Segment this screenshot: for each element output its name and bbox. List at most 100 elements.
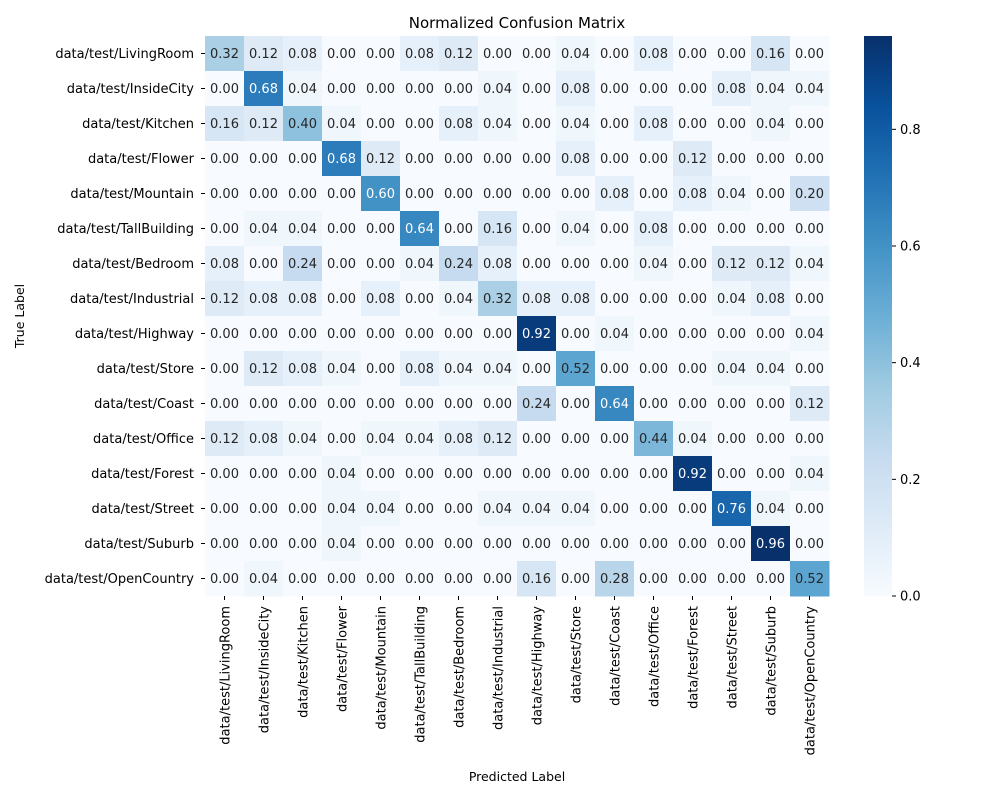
cell-value-label: 0.00	[561, 537, 590, 552]
heatmap-cell	[790, 71, 830, 107]
cell-value-label: 0.00	[210, 397, 239, 412]
heatmap-cell	[283, 71, 323, 107]
heatmap-cell	[517, 211, 557, 247]
cell-value-label: 0.32	[210, 47, 239, 62]
heatmap-cell	[751, 561, 791, 597]
cell-value-label: 0.00	[561, 467, 590, 482]
cell-value-label: 0.04	[249, 572, 278, 587]
heatmap-cell	[673, 71, 713, 107]
cell-value-label: 0.00	[522, 362, 551, 377]
cell-value-label: 0.00	[717, 572, 746, 587]
cell-value-label: 0.00	[639, 292, 668, 307]
cell-value-label: 0.00	[249, 537, 278, 552]
cell-value-label: 0.00	[444, 572, 473, 587]
heatmap-cell	[283, 526, 323, 562]
heatmap-cell	[595, 106, 635, 142]
cell-value-label: 0.00	[600, 362, 629, 377]
heatmap-cell	[439, 421, 479, 457]
cell-value-label: 0.00	[678, 327, 707, 342]
cell-value-label: 0.00	[444, 152, 473, 167]
heatmap-cell	[517, 36, 557, 72]
cell-value-label: 0.12	[483, 432, 512, 447]
cell-value-label: 0.00	[327, 47, 356, 62]
heatmap-cell	[751, 456, 791, 492]
heatmap-cell	[673, 36, 713, 72]
heatmap-cell	[751, 351, 791, 387]
heatmap-cell	[439, 316, 479, 352]
heatmap-cell	[205, 36, 245, 72]
cell-value-label: 0.00	[249, 152, 278, 167]
heatmap-cell	[322, 246, 362, 282]
cell-value-label: 0.00	[717, 47, 746, 62]
cell-value-label: 0.00	[210, 327, 239, 342]
cell-value-label: 0.00	[756, 187, 785, 202]
heatmap-cell	[595, 176, 635, 212]
cell-value-label: 0.00	[600, 467, 629, 482]
cell-value-label: 0.08	[561, 82, 590, 97]
heatmap-cell	[439, 106, 479, 142]
heatmap-cell	[400, 526, 440, 562]
cell-value-label: 0.00	[717, 117, 746, 132]
cell-value-label: 0.08	[288, 292, 317, 307]
cell-value-label: 0.00	[600, 117, 629, 132]
heatmap-cell	[205, 561, 245, 597]
heatmap-cell	[283, 281, 323, 317]
cell-value-label: 0.00	[483, 397, 512, 412]
heatmap-cell	[478, 316, 518, 352]
heatmap-cell	[517, 526, 557, 562]
cell-value-label: 0.00	[717, 537, 746, 552]
cell-value-label: 0.08	[639, 47, 668, 62]
heatmap-cell	[439, 386, 479, 422]
heatmap-cell	[478, 351, 518, 387]
cell-value-label: 0.04	[717, 362, 746, 377]
heatmap-cell	[244, 281, 284, 317]
cell-value-label: 0.00	[405, 502, 434, 517]
cell-value-label: 0.00	[639, 327, 668, 342]
cell-value-label: 0.00	[795, 432, 824, 447]
heatmap-cell	[283, 246, 323, 282]
cell-value-label: 0.00	[249, 187, 278, 202]
heatmap-cell	[400, 106, 440, 142]
cell-value-label: 0.52	[561, 362, 590, 377]
heatmap-cell	[439, 456, 479, 492]
heatmap-cell	[361, 106, 401, 142]
cell-value-label: 0.16	[210, 117, 239, 132]
x-tick-label: data/test/OpenCountry	[804, 606, 819, 756]
heatmap-cell	[322, 281, 362, 317]
cell-value-label: 0.00	[327, 572, 356, 587]
y-tick-label: data/test/TallBuilding	[57, 222, 194, 237]
cell-value-label: 0.00	[522, 467, 551, 482]
x-tick-label: data/test/Forest	[687, 606, 702, 709]
heatmap-cell	[205, 456, 245, 492]
heatmap-cell	[478, 176, 518, 212]
cell-value-label: 0.00	[444, 467, 473, 482]
cell-value-label: 0.16	[483, 222, 512, 237]
heatmap-cell	[283, 106, 323, 142]
heatmap-cell	[634, 246, 674, 282]
heatmap-cell	[517, 421, 557, 457]
heatmap-cell	[556, 71, 596, 107]
cell-value-label: 0.00	[522, 257, 551, 272]
heatmap-cell	[712, 281, 752, 317]
cell-value-label: 0.00	[210, 187, 239, 202]
heatmap-cell	[556, 246, 596, 282]
heatmap-cell	[634, 491, 674, 527]
cell-value-label: 0.04	[561, 47, 590, 62]
cell-value-label: 0.04	[795, 467, 824, 482]
heatmap-cell	[478, 421, 518, 457]
heatmap-cell	[595, 36, 635, 72]
cell-value-label: 0.04	[522, 502, 551, 517]
heatmap-cell	[283, 491, 323, 527]
cell-value-label: 0.44	[639, 432, 668, 447]
heatmap-cell	[595, 421, 635, 457]
y-tick-label: data/test/Street	[91, 502, 194, 517]
heatmap-cell	[439, 141, 479, 177]
heatmap-cell	[790, 281, 830, 317]
cell-value-label: 0.76	[717, 502, 746, 517]
heatmap-cell	[361, 491, 401, 527]
heatmap-cell	[712, 351, 752, 387]
cell-value-label: 0.00	[210, 222, 239, 237]
heatmap-cell	[439, 246, 479, 282]
heatmap-cell	[556, 316, 596, 352]
heatmap-cell	[517, 351, 557, 387]
